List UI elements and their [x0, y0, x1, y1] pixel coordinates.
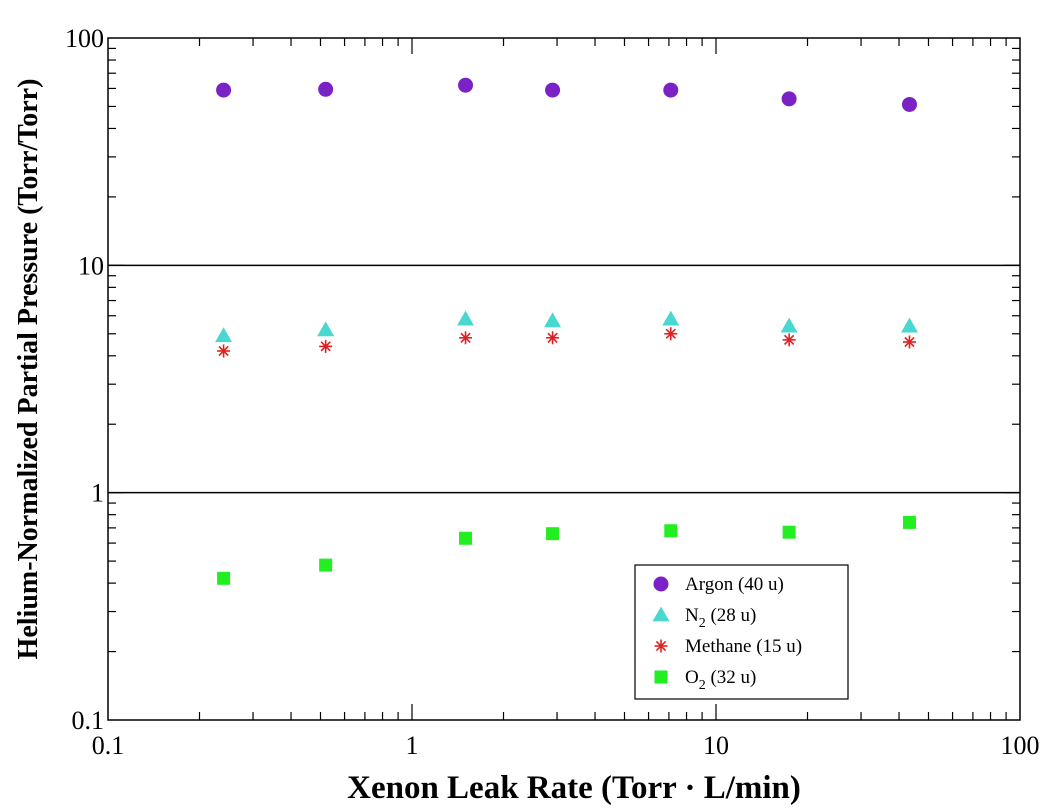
data-points [215, 77, 918, 585]
tick-labels: 0.1 1 10 100 0.1 1 10 100 [65, 24, 1040, 760]
legend-label: O2 (32 u) [685, 667, 756, 693]
data-point [902, 515, 916, 529]
data-point [664, 524, 678, 538]
data-point [901, 96, 917, 112]
data-point-shape [215, 327, 233, 343]
legend-label-subscript: 2 [699, 616, 706, 631]
data-point-shape [545, 82, 561, 98]
data-point-shape [319, 558, 333, 572]
data-point-stroke [783, 334, 795, 346]
data-point-shape [318, 81, 334, 97]
legend-label-subscript: 2 [699, 678, 706, 693]
data-point [217, 344, 231, 358]
series-1 [215, 310, 918, 343]
data-point [663, 82, 679, 98]
data-point-stroke [665, 328, 676, 339]
legend-label-main: N [685, 605, 699, 626]
data-point [900, 317, 918, 333]
data-point-shape [662, 310, 680, 326]
series-0 [216, 77, 917, 112]
data-point-shape [900, 317, 918, 333]
y-tick-label: 10 [78, 251, 104, 280]
legend-marker-shape [654, 670, 668, 684]
gridlines [108, 264, 1020, 494]
plot-frame [107, 37, 1021, 721]
data-point-shape [546, 527, 560, 541]
x-tick-label: 0.1 [92, 731, 125, 760]
series-3 [217, 515, 916, 585]
legend-label: N2 (28 u) [685, 605, 756, 631]
data-point-shape [663, 82, 679, 98]
data-point-shape [317, 321, 335, 337]
series-2 [217, 327, 916, 358]
data-point [459, 331, 473, 345]
legend-label-tail: (28 u) [706, 605, 757, 626]
data-point-shape [457, 310, 475, 326]
axis-ticks [108, 38, 1020, 720]
data-point [664, 327, 678, 341]
legend-marker [654, 670, 668, 684]
data-point-shape [217, 571, 231, 585]
y-tick-label: 1 [91, 479, 104, 508]
legend-label-main: Argon (40 u) [685, 574, 784, 595]
data-point [216, 82, 232, 98]
y-tick-label: 100 [65, 24, 104, 53]
x-tick-label: 100 [1001, 731, 1040, 760]
data-point-shape [664, 524, 678, 538]
data-point [217, 571, 231, 585]
x-tick-label: 1 [406, 731, 419, 760]
data-point [459, 531, 473, 545]
legend-box [634, 564, 849, 700]
legend-marker [652, 606, 670, 622]
data-point-stroke [320, 341, 331, 352]
data-point [902, 335, 916, 349]
data-point [544, 312, 562, 328]
data-point [318, 81, 334, 97]
legend-label: Argon (40 u) [685, 574, 784, 595]
data-point-shape [780, 317, 798, 333]
data-point [545, 82, 561, 98]
legend-marker-stroke [655, 640, 667, 652]
data-point [319, 558, 333, 572]
data-point-stroke [904, 336, 915, 348]
legend-label: Methane (15 u) [685, 636, 802, 657]
data-point [317, 321, 335, 337]
data-point-shape [459, 531, 473, 545]
data-point-stroke [547, 332, 558, 343]
data-point [782, 333, 796, 347]
data-point [457, 310, 475, 326]
y-tick-label: 0.1 [72, 706, 105, 735]
data-point [458, 77, 474, 93]
x-axis-title: Xenon Leak Rate (Torr · L/min) [347, 770, 801, 806]
data-point [215, 327, 233, 343]
legend-label-main: O [685, 667, 699, 688]
legend-label-tail: (32 u) [706, 667, 757, 688]
x-tick-label: 10 [703, 731, 729, 760]
data-point-shape [901, 96, 917, 112]
data-point [662, 310, 680, 326]
y-axis-title: Helium-Normalized Partial Pressure (Torr… [13, 79, 44, 660]
data-point-shape [902, 515, 916, 529]
data-point [781, 91, 797, 107]
data-point-shape [216, 82, 232, 98]
data-point-shape [544, 312, 562, 328]
data-point [319, 339, 333, 353]
data-point-stroke [460, 332, 471, 343]
legend-marker [654, 639, 668, 653]
legend-marker-shape [652, 606, 670, 622]
data-point-shape [781, 91, 797, 107]
data-point [546, 527, 560, 541]
data-point [780, 317, 798, 333]
data-point-shape [782, 525, 796, 539]
data-point-stroke [218, 345, 229, 357]
legend-marker [653, 576, 669, 592]
data-point [546, 331, 560, 345]
legend-label-main: Methane (15 u) [685, 636, 802, 657]
data-point-shape [458, 77, 474, 93]
legend: Argon (40 u)N2 (28 u)Methane (15 u)O2 (3… [634, 564, 849, 700]
legend-marker-shape [653, 576, 669, 592]
data-point [782, 525, 796, 539]
